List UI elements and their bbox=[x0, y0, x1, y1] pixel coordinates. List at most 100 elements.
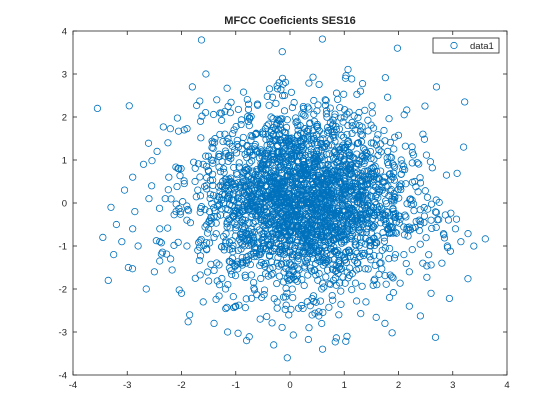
data-point bbox=[218, 116, 226, 124]
data-point bbox=[210, 266, 218, 275]
data-point bbox=[265, 101, 273, 109]
data-point bbox=[299, 104, 308, 113]
data-point bbox=[330, 255, 338, 264]
data-point bbox=[247, 239, 255, 247]
data-point bbox=[353, 249, 361, 257]
legend[interactable]: data1 bbox=[432, 37, 500, 54]
data-point bbox=[352, 241, 360, 249]
data-point bbox=[257, 163, 265, 171]
data-point bbox=[225, 139, 234, 147]
data-point bbox=[453, 169, 461, 177]
data-point bbox=[451, 225, 460, 233]
y-tick-label: 4 bbox=[62, 27, 67, 38]
data-point bbox=[378, 186, 386, 194]
data-point bbox=[231, 232, 239, 240]
data-point bbox=[346, 264, 354, 272]
data-point bbox=[229, 293, 237, 301]
data-point bbox=[188, 83, 196, 91]
data-point bbox=[262, 182, 271, 190]
data-point bbox=[197, 134, 205, 142]
data-point bbox=[438, 259, 446, 267]
data-point bbox=[148, 182, 156, 190]
x-tick-label: -1 bbox=[232, 380, 240, 391]
data-point bbox=[352, 297, 361, 305]
data-point bbox=[322, 97, 330, 105]
data-point bbox=[173, 182, 181, 191]
data-point bbox=[343, 268, 351, 276]
data-point bbox=[335, 311, 343, 319]
data-point bbox=[223, 303, 231, 311]
data-point bbox=[378, 265, 386, 273]
data-point bbox=[215, 292, 223, 300]
data-point bbox=[422, 234, 430, 242]
data-point bbox=[318, 285, 326, 293]
data-point bbox=[299, 249, 307, 257]
data-point bbox=[297, 230, 305, 238]
data-point bbox=[245, 227, 253, 235]
data-point bbox=[325, 150, 333, 158]
data-point bbox=[423, 273, 431, 281]
data-point bbox=[197, 204, 205, 213]
y-tick-label: 1 bbox=[62, 156, 67, 167]
data-point bbox=[273, 279, 281, 288]
data-point bbox=[264, 220, 272, 229]
data-point bbox=[311, 158, 320, 166]
data-point bbox=[237, 120, 245, 129]
y-tick-label: 2 bbox=[62, 113, 67, 124]
data-point bbox=[304, 335, 312, 344]
data-point bbox=[233, 221, 241, 229]
data-point bbox=[261, 152, 270, 160]
data-point bbox=[281, 78, 290, 86]
data-point bbox=[421, 187, 429, 195]
data-point bbox=[286, 261, 295, 269]
data-point bbox=[229, 241, 237, 250]
data-point bbox=[452, 215, 461, 223]
data-point bbox=[227, 174, 235, 182]
data-point bbox=[209, 159, 217, 167]
data-point bbox=[368, 102, 376, 110]
data-point bbox=[268, 189, 276, 197]
data-point bbox=[191, 274, 199, 282]
data-point bbox=[340, 236, 348, 244]
data-point bbox=[382, 217, 390, 226]
data-point bbox=[228, 254, 237, 262]
data-point bbox=[268, 93, 277, 101]
data-point bbox=[231, 303, 239, 311]
data-point bbox=[276, 242, 285, 250]
data-point bbox=[112, 220, 121, 229]
data-point bbox=[428, 224, 436, 233]
data-point bbox=[309, 136, 317, 144]
data-point bbox=[216, 109, 224, 117]
data-point bbox=[308, 220, 317, 228]
data-point bbox=[373, 281, 381, 289]
data-point bbox=[341, 279, 349, 287]
data-point bbox=[192, 193, 200, 201]
data-point bbox=[342, 258, 350, 267]
data-point bbox=[337, 114, 345, 122]
data-point bbox=[432, 208, 441, 217]
data-point bbox=[376, 167, 385, 175]
data-point bbox=[329, 296, 337, 304]
data-point bbox=[302, 257, 310, 265]
data-point bbox=[301, 210, 310, 219]
data-point bbox=[397, 170, 405, 178]
data-point bbox=[245, 219, 253, 227]
data-point bbox=[286, 185, 294, 193]
data-point bbox=[318, 35, 326, 43]
data-point bbox=[177, 165, 185, 173]
data-point bbox=[243, 142, 251, 150]
data-point bbox=[281, 305, 289, 313]
data-point bbox=[283, 354, 291, 362]
data-point bbox=[421, 102, 429, 110]
data-point bbox=[317, 192, 325, 200]
data-point bbox=[325, 197, 333, 205]
data-point bbox=[224, 102, 232, 111]
data-point bbox=[107, 203, 115, 211]
data-point bbox=[365, 175, 373, 183]
x-tick-label: -4 bbox=[69, 380, 77, 391]
data-point bbox=[280, 91, 289, 100]
data-point bbox=[409, 224, 417, 232]
data-point bbox=[303, 135, 312, 143]
data-point bbox=[310, 96, 318, 105]
data-point bbox=[305, 324, 313, 332]
